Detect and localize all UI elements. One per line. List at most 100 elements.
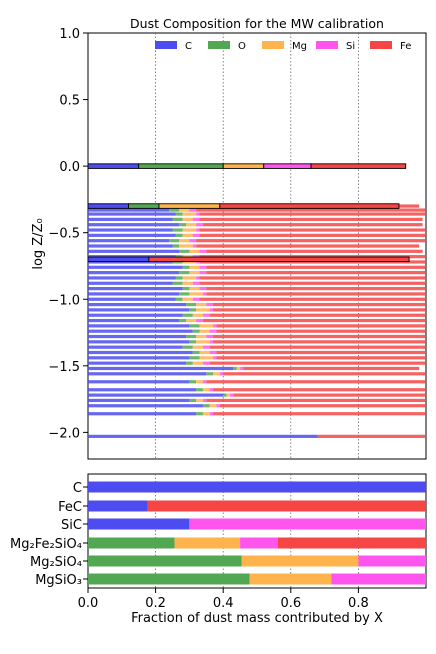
scatter-segment-o <box>175 233 183 237</box>
highlight-segment-c <box>87 203 130 209</box>
highlight-segment-fe <box>148 256 410 263</box>
compound-segment-si <box>240 537 278 549</box>
scatter-segment-c <box>88 380 190 384</box>
scatter-segment-fe <box>209 361 426 365</box>
highlight-segment-si <box>263 163 312 169</box>
scatter-segment-fe <box>216 350 426 355</box>
scatter-segment-mg <box>182 217 193 221</box>
scatter-segment-c <box>88 308 190 312</box>
scatter-segment-o <box>175 276 183 280</box>
y-tick-label: 1.0 <box>59 27 80 42</box>
scatter-segment-fe <box>199 297 426 301</box>
scatter-segment-o <box>189 324 200 328</box>
compound-label: MgSiO₃ <box>35 573 82 588</box>
scatter-segment-c <box>88 324 190 328</box>
compound-label: SiC <box>61 518 82 533</box>
legend-label-fe: Fe <box>400 41 411 52</box>
scatter-segment-o <box>186 361 193 365</box>
compound-label: Mg₂SiO₄ <box>30 555 82 570</box>
scatter-segment-mg <box>179 239 190 243</box>
scatter-segment-mg <box>189 271 200 275</box>
scatter-segment-o <box>186 334 197 339</box>
scatter-segment-fe <box>213 388 426 392</box>
y-tick-label: −1.5 <box>48 360 80 375</box>
compound-segment-o <box>88 555 242 567</box>
scatter-segment-fe <box>213 334 426 339</box>
scatter-segment-c <box>88 334 187 339</box>
compound-segment-mg <box>249 573 332 585</box>
scatter-segment-c <box>88 228 173 232</box>
compound-labels: C FeC SiC Mg₂Fe₂SiO₄ Mg₂SiO₄ MgSiO₃ <box>10 481 88 588</box>
scatter-segment-fe <box>199 228 426 232</box>
scatter-segment-mg <box>226 393 230 397</box>
scatter-segment-c <box>88 217 173 221</box>
scatter-segment-mg <box>196 340 210 344</box>
scatter-segment-si <box>209 308 214 312</box>
legend-swatch-o <box>208 41 230 49</box>
scatter-segment-mg <box>182 281 193 285</box>
scatter-segment-mg <box>192 361 203 365</box>
y-tick-label: −0.5 <box>48 227 80 242</box>
scatter-segment-c <box>88 372 207 376</box>
scatter-segment-c <box>88 329 193 333</box>
scatter-segment-si <box>202 398 207 403</box>
scatter-segment-o <box>179 223 187 227</box>
scatter-segment-o <box>233 366 237 371</box>
compound-label: FeC <box>58 500 82 515</box>
scatter-segment-o <box>175 297 183 301</box>
scatter-segment-o <box>182 345 193 349</box>
scatter-segment-si <box>206 334 214 339</box>
scatter-segment-c <box>88 212 176 216</box>
scatter-segment-mg <box>189 265 200 269</box>
legend-label-c: C <box>185 41 192 52</box>
scatter-segment-o <box>179 271 190 275</box>
scatter-segment-o <box>182 287 190 291</box>
x-axis-ticks: 0.0 0.2 0.4 0.6 0.8 <box>78 588 369 611</box>
scatter-segment-o <box>206 372 214 376</box>
scatter-segment-fe <box>223 372 426 376</box>
highlight-segment-c <box>87 163 140 169</box>
scatter-segment-c <box>88 223 180 227</box>
scatter-segment-fe <box>213 302 426 307</box>
scatter-segment-fe <box>206 249 423 253</box>
scatter-segment-c <box>88 244 173 248</box>
scatter-segment-fe <box>213 340 426 344</box>
scatter-segment-fe <box>199 281 426 285</box>
compound-segment-o <box>88 537 175 549</box>
scatter-segment-mg <box>189 287 200 291</box>
scatter-segment-o <box>223 393 227 397</box>
scatter-segment-si <box>209 340 214 344</box>
scatter-segment-si <box>199 271 207 275</box>
y-tick-label: 0.5 <box>59 94 80 109</box>
scatter-segment-mg <box>182 276 197 280</box>
legend-swatch-c <box>155 41 177 49</box>
compound-segment-si <box>358 555 426 567</box>
highlight-segment-mg <box>222 163 265 169</box>
legend-label-si: Si <box>346 41 355 52</box>
scatter-segment-mg <box>189 249 200 253</box>
scatter-segment-c <box>88 297 176 301</box>
scatter-segment-fe <box>199 217 423 221</box>
scatter-segment-c <box>88 340 190 344</box>
scatter-segment-si <box>196 223 203 227</box>
compound-segment-fe <box>147 500 427 512</box>
scatter-segment-si <box>209 412 214 416</box>
scatter-segment-mg <box>202 388 210 392</box>
scatter-segment-si <box>199 265 207 269</box>
compound-segment-mg <box>174 537 241 549</box>
scatter-segment-si <box>209 350 217 355</box>
scatter-segment-mg <box>199 329 210 333</box>
scatter-segment-fe <box>196 244 420 248</box>
scatter-segment-si <box>202 292 207 296</box>
bottom-grid-lines <box>155 474 359 588</box>
scatter-segment-fe <box>206 380 426 384</box>
scatter-segment-c <box>88 398 190 403</box>
compound-segment-fe <box>277 537 426 549</box>
scatter-segment-o <box>172 244 180 248</box>
scatter-segment-si <box>206 302 214 307</box>
scatter-segment-si <box>213 324 217 328</box>
scatter-segment-mg <box>192 313 203 317</box>
scatter-segment-fe <box>219 404 426 408</box>
legend-swatch-si <box>316 41 338 49</box>
